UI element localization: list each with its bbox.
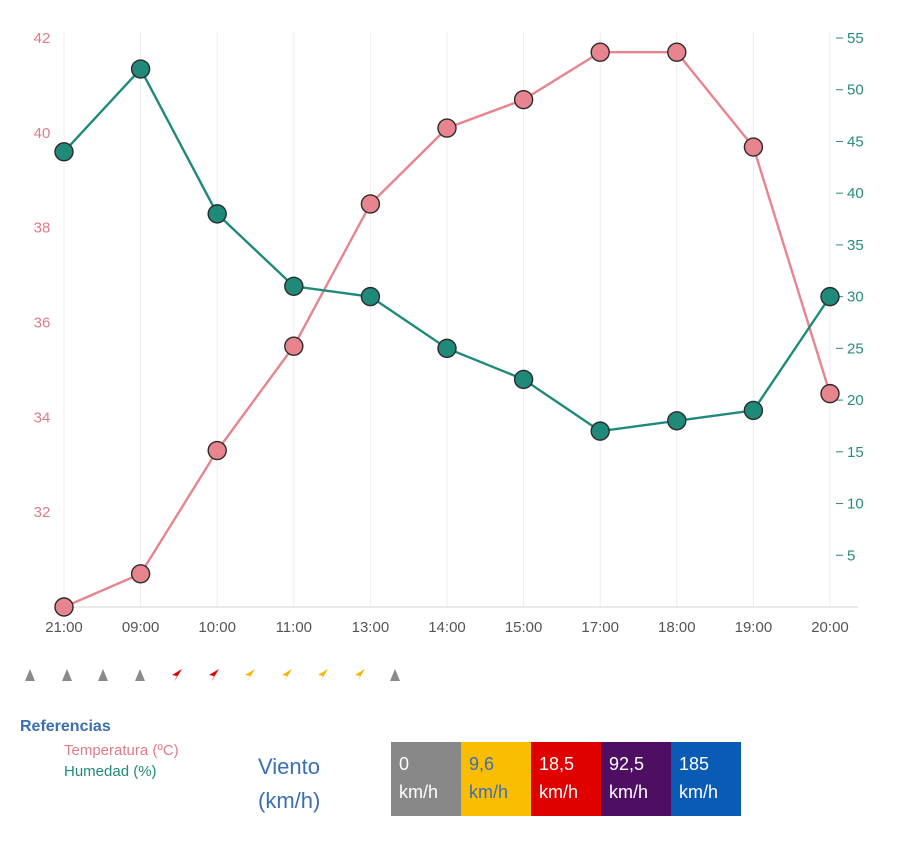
wind-scale-value: 0 <box>399 754 410 774</box>
wind-arrow-icon <box>245 669 255 682</box>
y-right-tick-label: 55 <box>847 30 864 47</box>
x-tick-label: 21:00 <box>45 619 83 636</box>
y-left-tick-label: 42 <box>34 30 51 47</box>
x-tick-label: 19:00 <box>735 619 773 636</box>
y-right-tick-label: 5 <box>847 547 855 564</box>
wind-arrow-icon <box>98 669 108 681</box>
data-point-temperature <box>513 89 534 110</box>
wind-arrow-shape <box>208 669 219 682</box>
y-left-tick-label: 36 <box>34 315 51 332</box>
wind-arrow-shape <box>390 669 400 681</box>
wind-scale-cell: 185 km/h <box>671 742 741 816</box>
data-point-humidity <box>437 338 457 359</box>
x-tick-label: 20:00 <box>811 619 849 636</box>
data-point-humidity <box>360 286 381 307</box>
wind-scale-value: 92,5 <box>609 754 645 774</box>
wind-arrow-shape <box>245 669 255 682</box>
data-point-humidity <box>130 59 151 79</box>
wind-scale-value: 9,6 <box>469 754 495 774</box>
data-point-humidity <box>667 411 687 431</box>
data-point-temperature <box>743 137 764 157</box>
wind-scale-unit: km/h <box>469 782 509 802</box>
data-point-temperature <box>207 440 227 461</box>
wind-arrow-icon <box>172 669 182 682</box>
wind-label-line1: Viento <box>258 754 320 779</box>
wind-arrow-icon <box>281 669 292 682</box>
y-right-tick-label: 30 <box>847 289 864 306</box>
data-point-humidity <box>207 204 227 224</box>
wind-arrow-shape <box>281 669 292 682</box>
wind-scale-value: 18,5 <box>539 754 575 774</box>
x-tick-label: 13:00 <box>352 619 390 636</box>
wind-scale-cell: 18,5 km/h <box>531 742 601 816</box>
x-tick-label: 15:00 <box>505 619 543 636</box>
wind-scale-unit: km/h <box>679 782 719 802</box>
wind-arrow-shape <box>134 669 145 681</box>
data-point-humidity <box>820 286 840 307</box>
wind-scale-label: Viento (km/h) <box>258 750 320 818</box>
y-left-tick-label: 40 <box>34 125 51 142</box>
x-tick-label: 18:00 <box>658 619 696 636</box>
wind-arrow-shape <box>61 669 72 681</box>
y-right-tick-label: 10 <box>847 496 864 513</box>
y-left-tick-label: 34 <box>34 409 51 426</box>
wind-scale-unit: km/h <box>609 782 649 802</box>
wind-arrow-shape <box>25 669 35 681</box>
wind-scale-cell: 92,5 km/h <box>601 742 671 816</box>
data-point-temperature <box>590 42 610 62</box>
wind-arrow-shape <box>354 669 365 682</box>
wind-label-line2: (km/h) <box>258 788 321 813</box>
line-chart: 21:00 09:00 10:00 11:00 13:00 14:00 15:00 17:00… <box>34 30 864 636</box>
legend-item-temperature: Temperatura (ºC) <box>64 742 179 759</box>
x-tick-label: 10:00 <box>198 619 236 636</box>
y-right-tick-label: 35 <box>847 237 864 254</box>
data-point-humidity <box>743 400 764 421</box>
wind-arrow-shape <box>98 669 108 681</box>
data-point-temperature <box>284 336 304 356</box>
wind-speed-scale: 0 km/h 9,6 km/h 18,5 km/h 92,5 km/h 185 km/h <box>391 742 741 816</box>
data-point-temperature <box>820 383 840 404</box>
wind-arrow-icon <box>25 669 35 681</box>
y-right-tick-label: 40 <box>847 185 864 202</box>
wind-arrow-icon <box>390 669 400 681</box>
data-point-temperature <box>360 194 381 214</box>
data-point-temperature <box>667 42 687 62</box>
data-point-temperature <box>437 118 457 138</box>
wind-arrow-icon <box>318 669 328 682</box>
y-right-tick-label: 45 <box>847 133 864 150</box>
y-left-tick-label: 32 <box>34 504 51 521</box>
x-tick-label: 17:00 <box>581 619 619 636</box>
y-right-tick-label: 50 <box>847 82 864 99</box>
wind-arrow-icon <box>208 669 219 682</box>
data-point-temperature <box>130 564 151 584</box>
data-point-temperature <box>54 597 74 617</box>
wind-scale-cell: 0 km/h <box>391 742 461 816</box>
data-point-humidity <box>54 142 74 162</box>
data-point-humidity <box>590 421 610 441</box>
wind-arrow-shape <box>172 669 182 682</box>
x-tick-label: 14:00 <box>428 619 466 636</box>
wind-scale-unit: km/h <box>399 782 439 802</box>
legend-item-humidity: Humedad (%) <box>64 763 157 780</box>
wind-scale-value: 185 <box>679 754 710 774</box>
wind-arrow-icon <box>354 669 365 682</box>
y-right-tick-label: 15 <box>847 444 864 461</box>
x-tick-label: 11:00 <box>276 619 312 636</box>
legend: Referencias Temperatura (ºC) Humedad (%) <box>20 718 179 780</box>
x-tick-label: 09:00 <box>122 619 160 636</box>
y-left-tick-label: 38 <box>34 220 51 237</box>
wind-arrow-icon <box>61 669 72 681</box>
data-point-humidity <box>284 276 304 296</box>
legend-title: Referencias <box>20 718 111 735</box>
y-right-tick-label: 25 <box>847 340 864 357</box>
wind-scale-cell: 9,6 km/h <box>461 742 531 816</box>
wind-arrow-shape <box>318 669 328 682</box>
data-point-humidity <box>513 369 534 390</box>
wind-scale-unit: km/h <box>539 782 579 802</box>
y-right-tick-label: 20 <box>847 392 864 409</box>
wind-arrow-icon <box>134 669 145 681</box>
